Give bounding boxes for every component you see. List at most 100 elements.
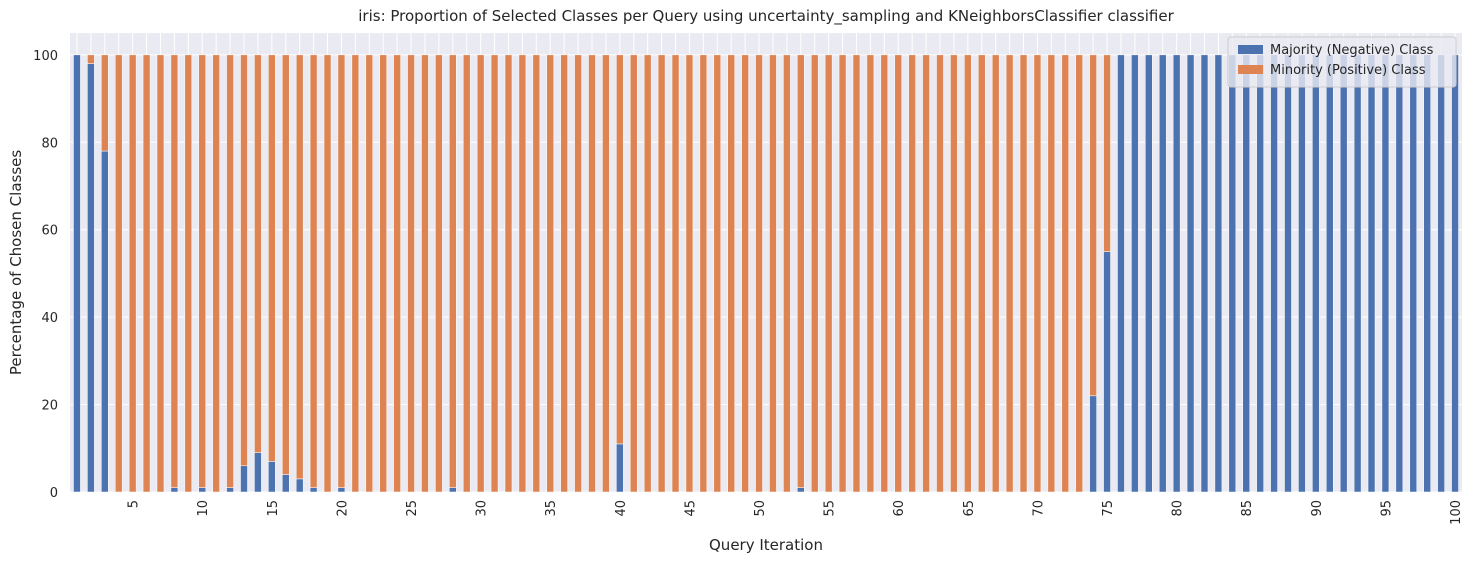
bar-minority <box>950 54 958 493</box>
bar-majority <box>1270 54 1278 493</box>
bar-majority <box>337 487 346 493</box>
bar-minority <box>295 54 304 480</box>
bar-majority <box>1312 54 1320 493</box>
bar-majority <box>1186 54 1195 493</box>
bar-minority <box>1061 54 1070 493</box>
bar-minority <box>393 54 401 493</box>
bar-minority <box>184 54 193 493</box>
bar-minority <box>365 54 374 493</box>
bar-majority <box>1367 54 1376 493</box>
bar-minority <box>1103 54 1111 252</box>
y-tick-label: 0 <box>50 486 58 501</box>
bar-minority <box>602 54 610 493</box>
y-tick-label: 100 <box>33 49 58 64</box>
bar-majority <box>1172 54 1181 493</box>
bar-minority <box>268 54 276 462</box>
bar-minority <box>518 54 527 493</box>
bar-minority <box>824 54 833 493</box>
bar-minority <box>574 54 582 493</box>
bar-minority <box>978 54 986 493</box>
bar-majority <box>254 452 262 493</box>
x-tick-label: 40 <box>614 500 629 517</box>
bar-majority <box>1131 54 1139 493</box>
bar-minority <box>504 54 513 493</box>
legend-label-minority: Minority (Positive) Class <box>1270 63 1426 78</box>
bar-majority <box>73 54 81 493</box>
x-tick-label: 55 <box>823 500 838 517</box>
y-tick-label: 40 <box>41 311 58 326</box>
bar-minority <box>282 54 290 475</box>
bar-minority <box>114 54 123 493</box>
y-axis-ticks: 0 20 40 60 80 100 <box>33 49 58 501</box>
y-tick-label: 80 <box>41 136 58 151</box>
bar-minority <box>783 54 791 493</box>
bar-minority <box>908 54 916 493</box>
bar-minority <box>810 54 819 493</box>
bar-minority <box>866 54 875 493</box>
bar-minority <box>351 54 360 493</box>
x-tick-label: 100 <box>1449 500 1464 525</box>
bar-majority <box>240 465 248 493</box>
bar-minority <box>1019 54 1028 493</box>
bar-minority <box>226 54 234 488</box>
x-tick-label: 20 <box>335 500 350 517</box>
x-axis-label: Query Iteration <box>709 536 823 554</box>
bar-majority <box>295 478 304 493</box>
legend: Majority (Negative) Class Minority (Posi… <box>1227 36 1457 88</box>
legend-swatch-minority <box>1238 65 1263 74</box>
bar-majority <box>1409 54 1418 493</box>
bar-majority <box>198 487 206 493</box>
bar-majority <box>87 63 95 493</box>
bars-group <box>73 54 1459 493</box>
bar-majority <box>1158 54 1167 493</box>
bar-minority <box>435 54 443 493</box>
bar-minority <box>769 54 777 493</box>
x-tick-label: 30 <box>475 500 490 517</box>
bar-minority <box>560 54 568 493</box>
bar-minority <box>657 54 666 493</box>
bar-majority <box>226 487 234 493</box>
bar-majority <box>1451 54 1459 493</box>
bar-minority <box>1089 54 1097 397</box>
bar-majority <box>1381 54 1390 493</box>
bar-majority <box>1242 54 1250 493</box>
plot-area <box>70 33 1462 492</box>
bar-minority <box>254 54 262 453</box>
bar-majority <box>1353 54 1362 493</box>
x-tick-label: 10 <box>196 500 211 517</box>
bar-majority <box>101 150 109 493</box>
x-tick-label: 90 <box>1310 500 1325 517</box>
bar-minority <box>1075 54 1083 493</box>
bar-minority <box>323 54 332 493</box>
legend-box <box>1227 36 1457 88</box>
bar-minority <box>476 54 485 493</box>
bar-minority <box>337 54 346 488</box>
x-tick-label: 75 <box>1101 500 1116 517</box>
x-tick-label: 45 <box>683 500 698 517</box>
bar-minority <box>309 54 318 488</box>
bar-minority <box>87 54 95 64</box>
x-tick-label: 25 <box>405 500 420 517</box>
bar-minority <box>630 54 638 493</box>
bar-minority <box>964 54 972 493</box>
x-tick-label: 95 <box>1379 500 1394 517</box>
bar-minority <box>462 54 471 493</box>
x-tick-label: 70 <box>1031 500 1046 517</box>
bar-minority <box>588 54 596 493</box>
bar-minority <box>643 54 652 493</box>
bar-minority <box>1033 54 1042 493</box>
chart-title: iris: Proportion of Selected Classes per… <box>358 7 1174 26</box>
bar-majority <box>1437 54 1445 493</box>
bar-minority <box>797 54 805 488</box>
bar-minority <box>128 54 137 493</box>
x-tick-label: 15 <box>266 500 281 517</box>
bar-minority <box>880 54 889 493</box>
x-tick-label: 60 <box>892 500 907 517</box>
bar-majority <box>797 487 805 493</box>
bar-minority <box>838 54 847 493</box>
bar-minority <box>699 54 708 493</box>
bar-minority <box>170 54 179 488</box>
bar-minority <box>449 54 457 488</box>
bar-minority <box>741 54 749 493</box>
